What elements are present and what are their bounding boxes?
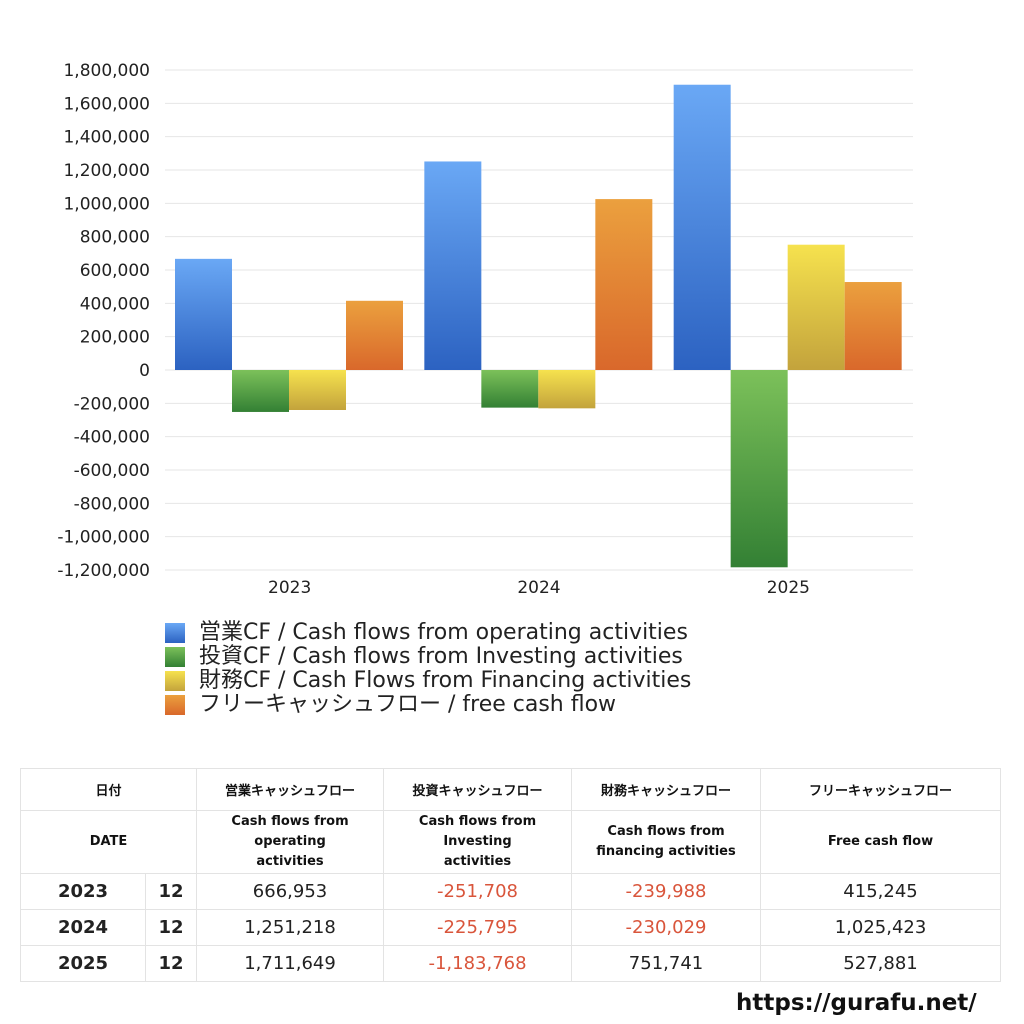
row-free: 1,025,423 xyxy=(760,909,1002,946)
legend-swatch-investing xyxy=(165,647,185,667)
y-tick-label: 400,000 xyxy=(80,294,150,314)
y-tick-label: 200,000 xyxy=(80,328,150,348)
header-date-en: DATE xyxy=(19,810,198,874)
x-axis-categories: 2023 2024 2025 xyxy=(268,578,810,598)
site-url[interactable]: https://gurafu.net/ xyxy=(736,990,977,1016)
bar-investing-2025 xyxy=(730,370,788,568)
row-year: 2025 xyxy=(20,945,146,982)
table-row: 2024 12 1,251,218 -225,795 -230,029 1,02… xyxy=(20,909,1002,946)
x-category-label: 2025 xyxy=(767,578,810,598)
table-header-jp: 日付 営業キャッシュフロー 投資キャッシュフロー 財務キャッシュフロー フリーキ… xyxy=(19,768,1002,811)
row-month: 12 xyxy=(144,945,198,982)
y-tick-label: 1,800,000 xyxy=(63,61,150,81)
header-investing-en: Cash flows from Investing activities xyxy=(383,810,573,874)
bar-investing-2024 xyxy=(481,370,539,408)
bar-operating-2023 xyxy=(175,258,232,370)
y-tick-label: -600,000 xyxy=(74,461,150,481)
row-operating: 1,711,649 xyxy=(196,945,385,982)
y-tick-label: 1,200,000 xyxy=(63,161,150,181)
cash-flow-table: 日付 営業キャッシュフロー 投資キャッシュフロー 財務キャッシュフロー フリーキ… xyxy=(19,768,1002,982)
legend: 営業CF / Cash flows from operating activit… xyxy=(165,621,691,717)
row-year: 2024 xyxy=(20,909,146,946)
bar-operating-2024 xyxy=(424,161,482,370)
x-category-label: 2024 xyxy=(517,578,560,598)
row-operating: 1,251,218 xyxy=(196,909,385,946)
header-date-jp: 日付 xyxy=(19,768,198,811)
y-tick-label: -200,000 xyxy=(74,394,150,414)
row-month: 12 xyxy=(144,873,198,910)
y-tick-label: -400,000 xyxy=(74,428,150,448)
header-investing-en-text: Cash flows from Investing activities xyxy=(418,814,537,869)
row-financing: 751,741 xyxy=(571,945,762,982)
table-row: 2025 12 1,711,649 -1,183,768 751,741 527… xyxy=(20,945,1002,982)
header-operating-en-text: Cash flows from operating activities xyxy=(231,814,349,869)
y-tick-label: -1,000,000 xyxy=(57,528,150,548)
header-free-en: Free cash flow xyxy=(760,810,1002,874)
bar-free-2023 xyxy=(346,300,403,370)
row-financing: -230,029 xyxy=(571,909,762,946)
bar-financing-2023 xyxy=(289,370,346,410)
row-year: 2023 xyxy=(20,873,146,910)
x-category-label: 2023 xyxy=(268,578,311,598)
legend-label-free: フリーキャッシュフロー / free cash flow xyxy=(199,692,617,717)
header-operating-en: Cash flows from operating activities xyxy=(196,810,385,874)
legend-swatch-operating xyxy=(165,623,185,643)
header-operating-jp: 営業キャッシュフロー xyxy=(196,768,385,811)
y-tick-label: 600,000 xyxy=(80,261,150,281)
row-operating: 666,953 xyxy=(196,873,385,910)
bar-free-2025 xyxy=(844,282,902,370)
bar-operating-2025 xyxy=(673,84,731,371)
y-tick-label: -800,000 xyxy=(74,494,150,514)
y-tick-label: -1,200,000 xyxy=(57,561,150,581)
y-tick-label: 800,000 xyxy=(80,228,150,248)
legend-swatch-free xyxy=(165,695,185,715)
header-financing-jp: 財務キャッシュフロー xyxy=(571,768,762,811)
header-financing-en-text: Cash flows from financing activities xyxy=(596,824,736,859)
header-free-jp: フリーキャッシュフロー xyxy=(760,768,1002,811)
y-tick-label: 0 xyxy=(139,361,150,381)
bar-free-2024 xyxy=(595,199,653,370)
legend-label-operating: 営業CF / Cash flows from operating activit… xyxy=(199,620,688,645)
legend-item-free: フリーキャッシュフロー / free cash flow xyxy=(165,693,691,717)
legend-label-investing: 投資CF / Cash flows from Investing activit… xyxy=(199,644,683,669)
y-tick-label: 1,400,000 xyxy=(63,128,150,148)
table-header-en: DATE Cash flows from operating activitie… xyxy=(19,810,1002,874)
y-tick-label: 1,600,000 xyxy=(63,94,150,114)
legend-item-investing: 投資CF / Cash flows from Investing activit… xyxy=(165,645,691,669)
legend-label-financing: 財務CF / Cash Flows from Financing activit… xyxy=(199,668,692,693)
table-row: 2023 12 666,953 -251,708 -239,988 415,24… xyxy=(20,873,1002,910)
legend-item-operating: 営業CF / Cash flows from operating activit… xyxy=(165,621,691,645)
row-free: 527,881 xyxy=(760,945,1002,982)
header-investing-jp: 投資キャッシュフロー xyxy=(383,768,573,811)
row-free: 415,245 xyxy=(760,873,1002,910)
y-axis-ticks: 1,800,000 1,600,000 1,400,000 1,200,000 1,00… xyxy=(57,61,150,581)
legend-item-financing: 財務CF / Cash Flows from Financing activit… xyxy=(165,669,691,693)
row-month: 12 xyxy=(144,909,198,946)
row-investing: -1,183,768 xyxy=(383,945,573,982)
bar-investing-2023 xyxy=(232,370,289,412)
bars xyxy=(175,84,902,568)
row-financing: -239,988 xyxy=(571,873,762,910)
legend-swatch-financing xyxy=(165,671,185,691)
cash-flow-bar-chart: 1,800,000 1,600,000 1,400,000 1,200,000 1,00… xyxy=(57,61,913,598)
bar-financing-2025 xyxy=(787,244,845,370)
row-investing: -225,795 xyxy=(383,909,573,946)
header-financing-en: Cash flows from financing activities xyxy=(571,810,762,874)
y-tick-label: 1,000,000 xyxy=(63,194,150,214)
bar-financing-2024 xyxy=(538,370,596,409)
row-investing: -251,708 xyxy=(383,873,573,910)
